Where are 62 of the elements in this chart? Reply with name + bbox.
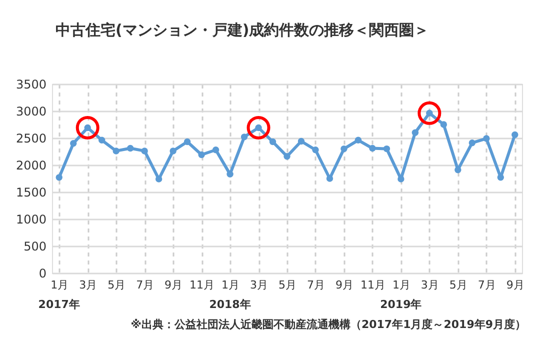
x-tick-label: 3月 (79, 278, 98, 292)
x-tick-label: 5月 (278, 278, 296, 292)
point (412, 129, 419, 136)
point (340, 145, 348, 152)
text: 2017年 (38, 298, 80, 311)
point (76, 116, 100, 140)
point (468, 140, 476, 146)
y-tick-label: 2500 (16, 132, 46, 146)
x-tick-label: 9月 (164, 278, 183, 292)
point (312, 146, 319, 154)
text: 2018年 (209, 298, 251, 311)
point (126, 144, 134, 152)
point (198, 151, 205, 158)
x-tick-label: 3月 (420, 278, 439, 292)
point (70, 140, 77, 147)
point (483, 135, 490, 142)
point (269, 138, 276, 146)
point (112, 148, 120, 154)
y-tick-label: 3000 (16, 104, 46, 118)
text: ※出典：公益社団法人近畿圏不動産流通機構（2017年1月度～2019年9月度） (130, 318, 526, 331)
y-tick-label: 0 (38, 266, 46, 280)
x-tick-label: 1月 (222, 278, 240, 292)
x-tick-label: 3月 (250, 278, 268, 292)
point (298, 138, 305, 145)
point (497, 174, 504, 181)
chart-title: 中古住宅(マンション・戸建)成約件数の推移＜関西圏＞ (55, 21, 430, 39)
point (398, 176, 404, 182)
point (418, 101, 442, 125)
point (98, 136, 106, 144)
x-tick-label: 11月 (360, 278, 386, 292)
point (240, 134, 248, 140)
point (369, 144, 376, 152)
x-tick-label: 9月 (506, 278, 524, 292)
point (440, 121, 448, 128)
point (170, 148, 176, 154)
point (184, 138, 191, 146)
x-tick-label: 7月 (478, 278, 496, 292)
y-tick-label: 500 (24, 240, 46, 254)
y-tick-label: 1500 (16, 186, 46, 200)
point (56, 174, 62, 181)
y-tick-label: 1000 (16, 212, 46, 226)
x-tick-label: 1月 (50, 278, 69, 292)
text: 2019年 (380, 298, 422, 311)
y-tick-label: 3500 (16, 78, 46, 92)
point (155, 176, 162, 182)
point (354, 136, 362, 144)
x-tick-label: 11月 (190, 278, 215, 292)
x-tick-label: 7月 (306, 278, 325, 292)
point (454, 166, 462, 174)
point (326, 175, 334, 182)
point (512, 131, 518, 138)
point (212, 146, 220, 154)
point (284, 153, 290, 160)
x-tick-label: 5月 (108, 278, 126, 292)
x-tick-label: 1月 (392, 278, 410, 292)
x-tick-label: 5月 (449, 278, 468, 292)
x-tick-label: 7月 (136, 278, 154, 292)
x-tick-label: 9月 (335, 278, 354, 292)
y-tick-label: 2000 (16, 158, 46, 172)
point (141, 148, 148, 154)
point (383, 145, 390, 152)
point (246, 116, 270, 140)
